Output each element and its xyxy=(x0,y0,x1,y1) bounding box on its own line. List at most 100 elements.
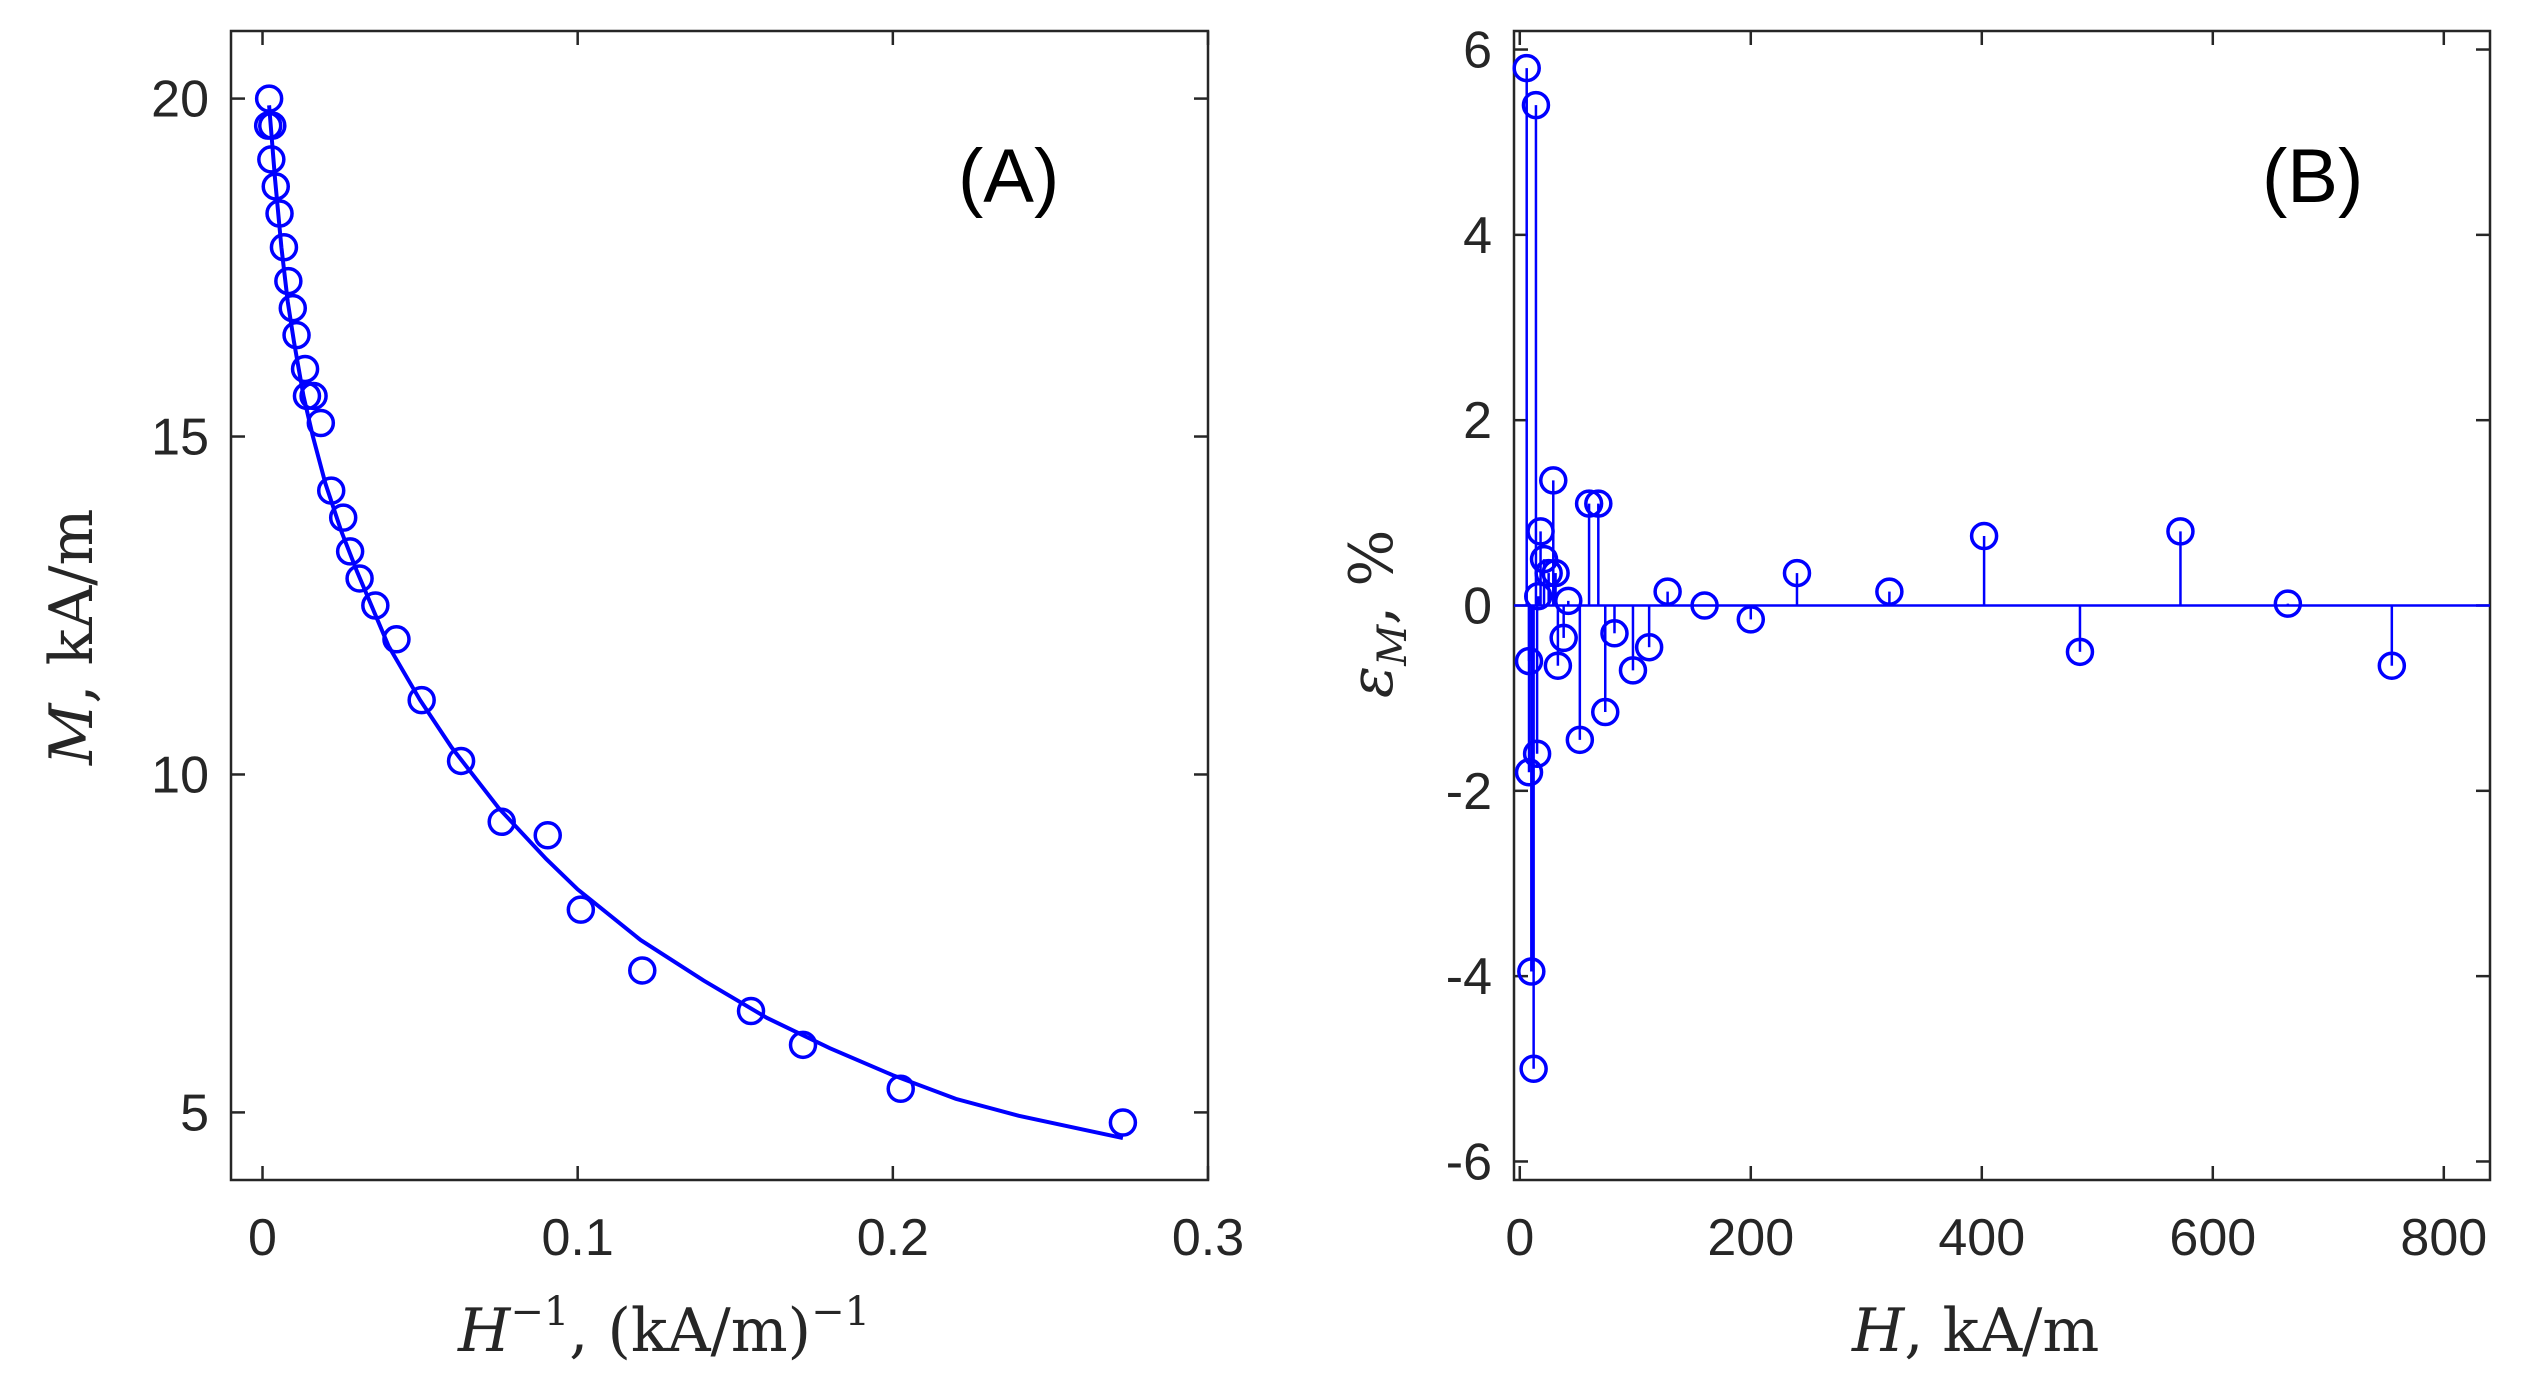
panel-b-stems xyxy=(1525,68,2394,1069)
stem-marker xyxy=(1514,758,1544,787)
stem-marker xyxy=(1521,90,1551,120)
stem-marker xyxy=(1653,577,1682,606)
stem-marker xyxy=(1584,489,1613,518)
stem-marker xyxy=(1512,53,1541,83)
data-point xyxy=(407,685,436,715)
x-tick-label: 0.3 xyxy=(1172,1209,1244,1267)
y-tick-label: 10 xyxy=(151,746,209,804)
stem-marker xyxy=(1969,521,1999,551)
y-tick-label: -2 xyxy=(1446,763,1492,821)
stem-marker xyxy=(2377,651,2407,680)
data-point xyxy=(265,199,294,228)
stem-marker xyxy=(1549,623,1578,653)
stem-marker xyxy=(1526,517,1555,546)
stem-marker xyxy=(1736,605,1766,634)
panel-b-xlabel-var: H xyxy=(1851,1296,1906,1366)
data-point xyxy=(1108,1108,1138,1137)
data-point xyxy=(269,233,299,262)
y-tick-label: 4 xyxy=(1463,207,1492,265)
x-tick-label: 400 xyxy=(1938,1209,2025,1267)
panel-a-data-points xyxy=(253,84,1138,1137)
panel-b-ylabel-rest: , % xyxy=(1337,530,1407,625)
y-tick-label: 0 xyxy=(1463,578,1492,636)
x-tick-label: 0 xyxy=(1505,1209,1534,1267)
stem-marker xyxy=(2166,517,2195,546)
stem-marker xyxy=(2065,637,2095,667)
stem-marker xyxy=(1541,558,1570,588)
panel-b-ylabel-var: ε xyxy=(1337,666,1407,698)
data-point xyxy=(274,266,303,296)
data-point xyxy=(299,381,328,411)
stem-marker xyxy=(1534,558,1563,588)
panel-b-label: (B) xyxy=(2262,134,2363,219)
stem-marker xyxy=(1634,632,1664,662)
data-point xyxy=(886,1074,915,1104)
data-point xyxy=(290,354,320,384)
stem-marker xyxy=(1782,558,1812,588)
data-point xyxy=(257,145,286,174)
panel-a-x-axis-title: H−1, (kA/m)−1 xyxy=(457,1289,870,1366)
panel-b-data-points xyxy=(1512,53,2407,1084)
data-point xyxy=(335,537,365,566)
x-tick-label: 0.2 xyxy=(857,1209,929,1267)
fit-line xyxy=(267,105,1124,1141)
panel-a-ylabel-var: M xyxy=(37,702,107,766)
panel-a-xlabel-var: H xyxy=(457,1296,512,1366)
y-tick-label: 20 xyxy=(151,71,209,129)
stem-marker xyxy=(1690,591,1719,620)
panel-b-y-axis-title: εM, % xyxy=(1337,530,1416,698)
stem-marker xyxy=(1543,651,1573,680)
stem-marker xyxy=(1618,656,1648,685)
stem-marker xyxy=(1517,957,1546,986)
data-point xyxy=(306,408,336,438)
data-point xyxy=(446,746,476,776)
data-point xyxy=(382,625,411,654)
stem-marker xyxy=(1600,619,1629,648)
panel-a-ylabel-rest: , kA/m xyxy=(37,509,107,704)
data-point xyxy=(533,821,562,850)
x-tick-label: 0.1 xyxy=(542,1209,614,1267)
panel-a-xlabel-rest: , (kA/m) xyxy=(569,1296,811,1366)
panel-a-ticks xyxy=(231,31,1210,1180)
stem-marker xyxy=(1524,581,1553,611)
data-point xyxy=(254,84,284,113)
y-tick-label: -6 xyxy=(1446,1133,1492,1191)
data-point xyxy=(628,956,657,985)
x-tick-label: 200 xyxy=(1707,1209,1794,1267)
stem-marker xyxy=(1539,466,1568,495)
panel-a-y-axis-title: M, kA/m xyxy=(37,509,107,766)
y-tick-label: 15 xyxy=(151,409,209,467)
y-tick-label: 6 xyxy=(1463,22,1492,80)
data-point xyxy=(487,807,516,837)
data-point xyxy=(566,895,596,924)
data-point xyxy=(345,564,374,593)
panel-b-tick-labels: 0 200 400 600 800 -6 -4 -2 0 2 4 6 xyxy=(1446,22,2487,1267)
stem-marker xyxy=(1514,646,1544,676)
panel-a-tick-labels: 0 0.1 0.2 0.3 5 10 15 20 xyxy=(151,71,1244,1267)
panel-a-axes-frame xyxy=(229,29,1210,1182)
stem-marker xyxy=(1554,586,1583,616)
stem-marker xyxy=(1590,697,1620,727)
panel-b-x-axis-title: H, kA/m xyxy=(1851,1296,2099,1366)
panel-a-fit-curve xyxy=(267,105,1124,1141)
y-tick-label: 5 xyxy=(180,1084,209,1142)
stem-marker xyxy=(1574,489,1604,518)
data-point xyxy=(328,503,358,532)
data-point xyxy=(361,591,390,620)
x-tick-label: 800 xyxy=(2400,1209,2487,1267)
y-tick-label: 2 xyxy=(1463,392,1492,450)
panel-b-xlabel-rest: , kA/m xyxy=(1904,1296,2099,1366)
stem-marker xyxy=(1875,577,1904,606)
data-point xyxy=(316,476,346,505)
x-tick-label: 0 xyxy=(248,1209,277,1267)
panel-b-ylabel-sub: M xyxy=(1370,624,1416,667)
stem-marker xyxy=(1522,739,1552,769)
stem-marker xyxy=(1519,1054,1548,1084)
data-point xyxy=(736,996,766,1026)
data-point xyxy=(788,1030,818,1060)
stem-marker xyxy=(2273,589,2303,618)
data-point xyxy=(258,111,287,140)
